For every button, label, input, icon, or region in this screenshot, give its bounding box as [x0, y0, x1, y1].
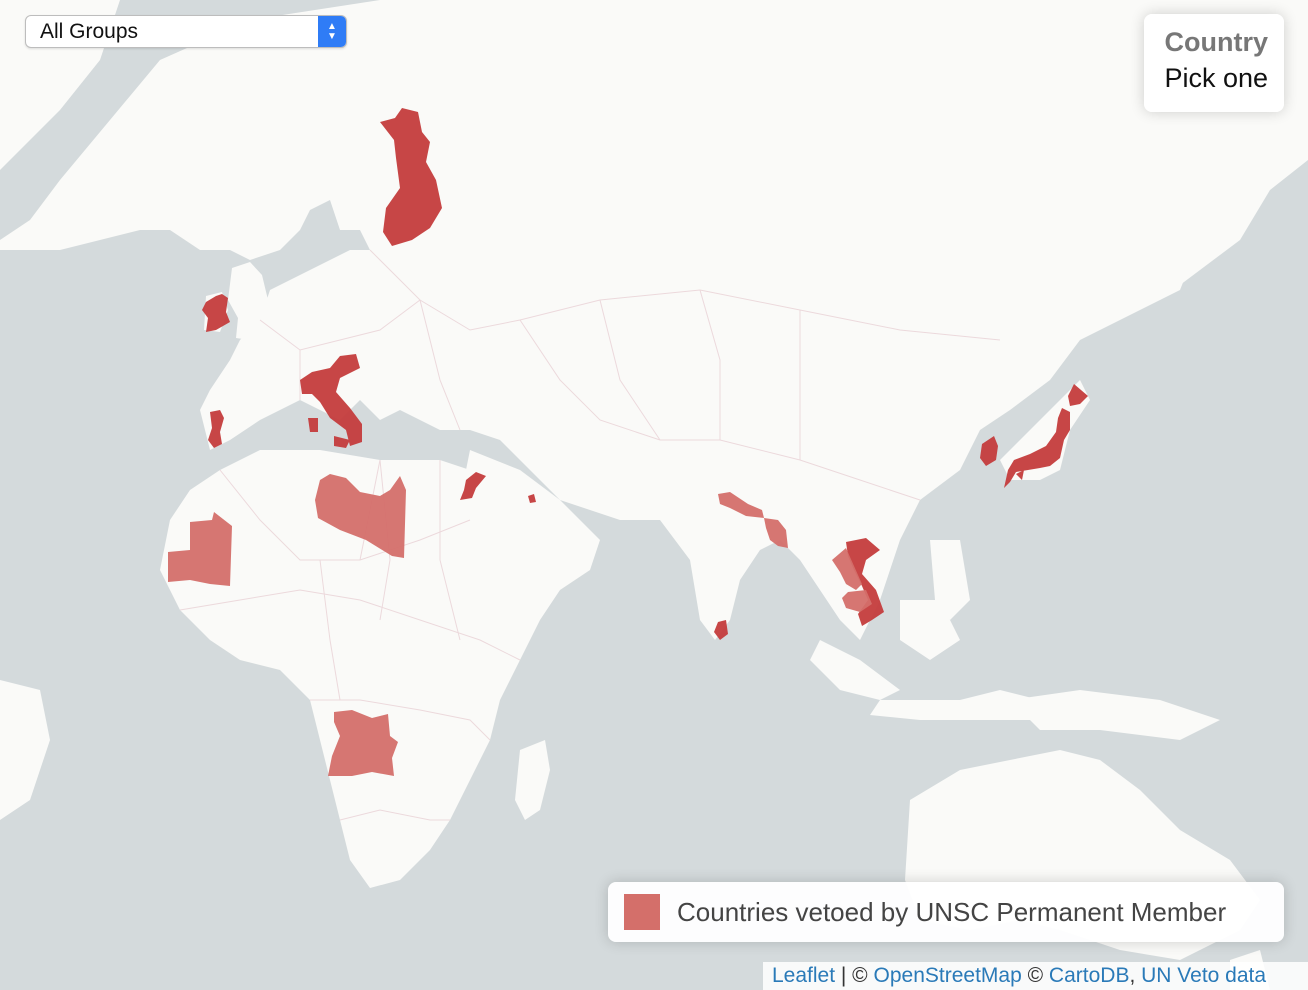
cartodb-link[interactable]: CartoDB [1048, 964, 1130, 987]
country-laos[interactable] [832, 548, 862, 590]
country-sri-lanka[interactable] [714, 620, 728, 640]
legend-label: Countries vetoed by UNSC Permanent Membe… [677, 896, 1227, 927]
country-japan[interactable] [1004, 384, 1088, 488]
openstreetmap-link[interactable]: OpenStreetMap [873, 964, 1022, 987]
country-italy[interactable] [300, 354, 362, 448]
country-jordan[interactable] [460, 472, 486, 500]
country-libya[interactable] [315, 474, 406, 558]
attribution-sep-1: | © [835, 964, 874, 987]
leaflet-link[interactable]: Leaflet [772, 964, 836, 987]
legend-swatch [624, 894, 660, 930]
attribution-sep-2: © [1021, 964, 1049, 987]
un-veto-data-link[interactable]: UN Veto data [1141, 964, 1267, 987]
group-select-dropdown[interactable]: All Groups ▲ ▼ [25, 15, 347, 48]
info-panel-hint: Pick one [1164, 63, 1268, 93]
border-layer [179, 249, 1001, 821]
country-mauritania[interactable] [168, 512, 232, 586]
country-angola[interactable] [328, 710, 398, 776]
country-finland[interactable] [380, 108, 442, 246]
attribution-sep-3: , [1129, 964, 1142, 987]
group-select-value: All Groups [40, 19, 139, 43]
country-qatar-speck[interactable] [528, 494, 536, 503]
country-vietnam[interactable] [846, 538, 884, 626]
country-cambodia[interactable] [842, 590, 872, 612]
chevron-up-down-icon: ▲ ▼ [318, 16, 346, 47]
highlight-layer[interactable] [168, 108, 1088, 776]
country-bangladesh[interactable] [764, 518, 788, 548]
country-portugal[interactable] [208, 410, 224, 448]
map-attribution: Leaflet | © OpenStreetMap © CartoDB, UN … [763, 962, 1308, 990]
country-nepal[interactable] [718, 492, 764, 518]
info-panel: Country Pick one [1144, 14, 1284, 112]
info-panel-title: Country [1164, 27, 1269, 57]
country-south-korea[interactable] [980, 436, 998, 466]
map-legend: Countries vetoed by UNSC Permanent Membe… [608, 882, 1284, 942]
country-ireland[interactable] [202, 294, 230, 332]
